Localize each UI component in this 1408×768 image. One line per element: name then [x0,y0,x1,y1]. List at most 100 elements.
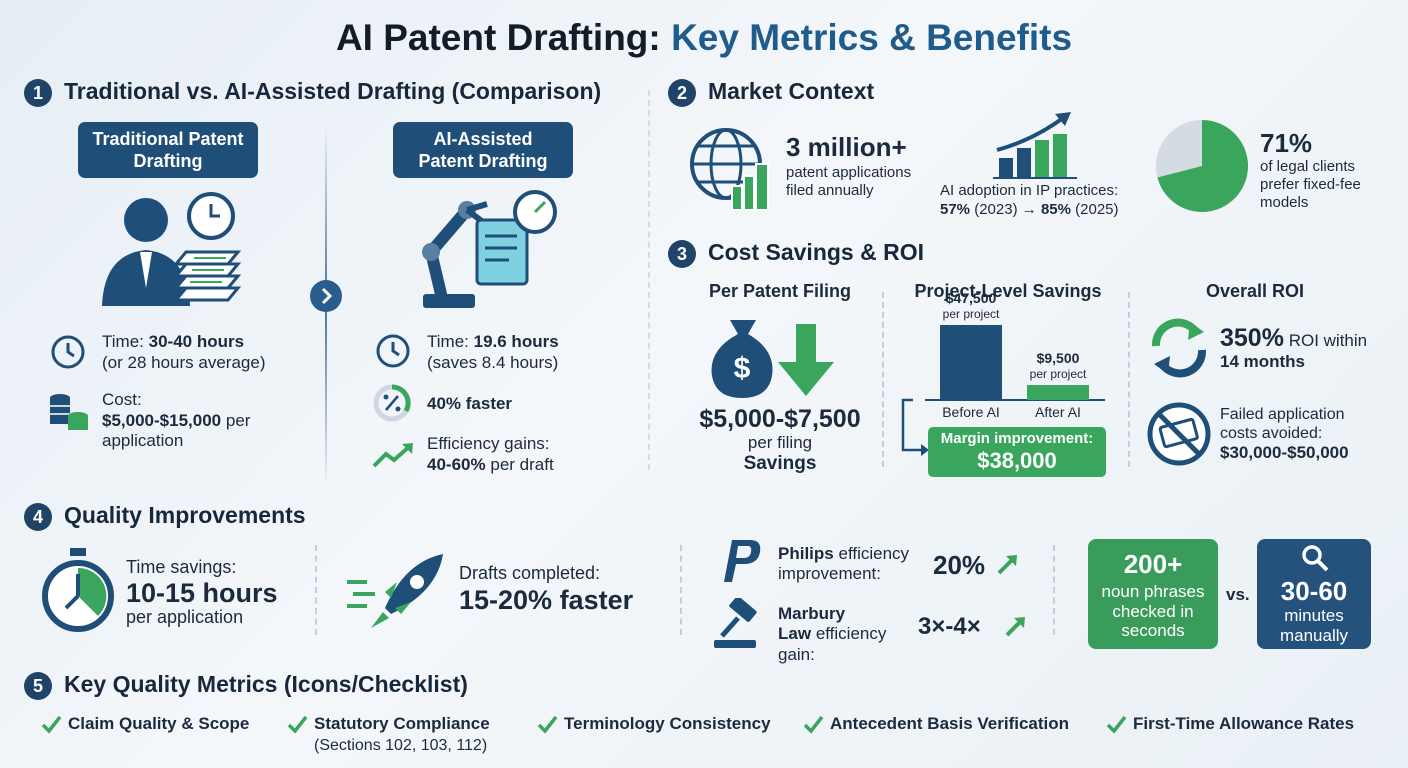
philips-icon [724,540,761,582]
time-line: Time: 30-40 hours [102,332,244,352]
divider [648,90,650,470]
traditional-label: Traditional Patent Drafting [78,122,258,178]
versus: vs. [1226,585,1250,604]
pie-label: 71% [1260,128,1313,158]
value: 57% [940,201,971,218]
note: (2025) [1075,201,1119,218]
trend-icon [372,443,413,468]
clock-icon [376,334,410,368]
section-heading: Traditional vs. AI-Assisted Drafting (Co… [64,78,602,104]
value: 15-20% faster [459,585,634,615]
section-number: 1 [24,79,52,107]
value: 350% [1220,324,1284,352]
bar [940,325,1002,400]
title-lead: AI Patent Drafting: [335,17,661,58]
column-heading: Project-Level Savings [914,281,1102,301]
section-heading: Key Quality Metrics (Icons/Checklist) [64,671,468,697]
savings-unit: per filing [747,433,813,452]
margin-label: Margin improvement: [940,430,1094,447]
label: efficiency gain: [778,624,887,664]
check-icon [41,715,62,734]
rocket-icon [347,554,443,628]
filings-value: 3 million+ [786,132,907,162]
value: 30-60 [1280,576,1348,606]
divider [1053,545,1055,635]
search-icon [1302,545,1329,572]
bar-value: $47,500 [945,290,997,306]
section-heading: Quality Improvements [64,502,306,528]
check-item: Statutory Compliance [314,714,490,733]
margin-box [928,427,1106,477]
check [803,715,824,734]
pie-note: of legal clients prefer fixed-fee models [1260,158,1361,211]
section-number: 4 [24,503,52,531]
value: 200+ [1123,549,1183,579]
bar-unit: per project [942,307,1000,321]
up-arrow [997,555,1017,575]
value: 20% [933,550,986,580]
label: Time: [102,332,144,351]
time-line: Time: 19.6 hours [427,332,559,352]
divider [882,292,884,467]
check-icon [803,715,824,734]
adoption-line: 57% (2023) → 85% (2025) [940,201,1119,219]
note: (saves 8.4 hours) [427,353,559,372]
pie-slice [1157,120,1248,212]
speed: 40% faster [427,394,513,413]
money-icon: $ [711,320,834,398]
label: Cost: [102,390,142,409]
column-heading: Overall ROI [1205,281,1305,301]
chevron-icon [310,280,342,312]
section-heading: Cost Savings & ROI [708,239,924,265]
section-heading: Market Context [708,78,875,104]
note: per draft [490,455,554,474]
check-item: First-Time Allowance Rates [1133,714,1355,733]
check [537,715,558,734]
note: (2023) → [974,201,1037,218]
note: noun phrases checked in seconds [1101,582,1205,641]
value: 30-40 hours [148,332,245,351]
label: Drafts completed: [459,563,601,583]
title-accent: Key Metrics & Benefits [671,17,1073,58]
person-icon [102,192,242,306]
avoided-value: $30,000-$50,000 [1220,443,1349,462]
name: Marbury Law [778,604,846,644]
robot-icon [422,190,557,308]
value: 10-15 hours [126,578,278,608]
label: efficiency improvement: [778,544,910,584]
check-note: (Sections 102, 103, 112) [314,737,488,754]
check-icon [1106,715,1127,734]
check [41,715,62,734]
no-money-icon [1147,402,1211,466]
auto-box [1088,539,1218,649]
cost-line: $5,000-$15,000 per application [102,411,287,452]
baseline [925,399,1105,401]
svg-text:$: $ [734,352,751,385]
check-item: Claim Quality & Scope [68,714,250,733]
bar-category: After AI [1035,404,1081,420]
check-icon [287,715,308,734]
column-heading: Per Patent Filing [708,281,852,301]
pie-chart [1156,120,1248,212]
value: 40-60% [427,455,486,474]
value: 3×-4× [918,613,981,640]
check-item: Antecedent Basis Verification [830,714,1070,733]
roi-line: 350% ROI within [1220,323,1367,353]
avoided-label: Failed application costs avoided: [1220,406,1345,443]
check [1106,715,1127,734]
value: 19.6 hours [473,332,559,351]
roi-period: 14 months [1220,352,1306,371]
section-number: 3 [668,240,696,268]
manual-box [1257,539,1371,649]
name: Philips [778,544,834,563]
clock-icon [51,335,85,369]
bar-value: $9,500 [1036,350,1080,366]
section-number: 5 [24,672,52,700]
bracket-arrow [901,398,929,456]
check [287,715,308,734]
cycle-icon [1151,318,1207,378]
globe-icon [690,128,769,211]
percent-icon [373,384,411,422]
title: AI Patent Drafting: Key Metrics & Benefit… [0,16,1408,60]
